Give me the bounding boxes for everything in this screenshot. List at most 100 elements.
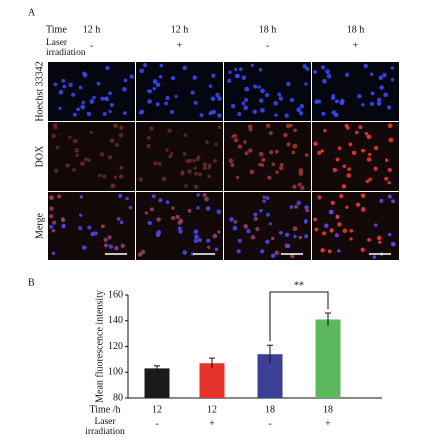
cell: [232, 225, 238, 231]
micrograph-bg: [312, 62, 399, 121]
cell: [378, 75, 384, 81]
cell: [125, 196, 129, 201]
cell: [291, 150, 296, 155]
cell: [120, 243, 125, 248]
cell: [271, 162, 276, 166]
cell: [61, 78, 66, 83]
chart-laser-label: Laser irradiation: [85, 417, 125, 437]
cell: [89, 131, 93, 135]
cell: [253, 212, 258, 217]
cell: [149, 126, 154, 131]
cell: [102, 174, 107, 179]
laser-value: -: [90, 40, 93, 51]
y-tick-label: 140: [108, 315, 123, 326]
cell: [76, 107, 81, 112]
row-label: DOX: [34, 145, 45, 167]
cell: [217, 113, 222, 118]
cell: [248, 148, 253, 153]
cell: [215, 92, 220, 98]
cell: [329, 228, 334, 233]
cell: [168, 154, 172, 159]
cell: [261, 157, 266, 162]
cell: [78, 226, 83, 231]
cell: [351, 150, 357, 156]
cell: [165, 148, 169, 152]
cell: [296, 107, 302, 113]
cell: [122, 111, 127, 116]
cell: [205, 140, 209, 145]
cell: [247, 124, 253, 130]
cell: [233, 134, 238, 138]
cell: [238, 67, 243, 71]
cell: [58, 106, 62, 111]
cell: [293, 128, 297, 133]
cell: [379, 198, 384, 203]
row-label: Merge: [34, 212, 45, 238]
cell: [363, 63, 369, 69]
cell: [322, 78, 327, 84]
micrograph: [48, 122, 135, 191]
cell: [196, 193, 200, 197]
micrograph: [312, 122, 399, 191]
bar: [315, 319, 341, 398]
cell: [244, 86, 250, 92]
cell: [344, 72, 350, 78]
cell: [217, 230, 221, 234]
cell: [81, 100, 85, 105]
cell: [228, 70, 232, 74]
x-tick-label: 12: [152, 404, 162, 415]
cell: [118, 174, 124, 179]
cell: [298, 168, 304, 173]
micrograph-bg: [48, 192, 135, 260]
cell: [317, 150, 322, 155]
cell: [277, 92, 282, 97]
cell: [153, 161, 158, 166]
cell: [193, 229, 199, 234]
cell: [206, 238, 211, 243]
cell: [90, 231, 96, 237]
cell: [72, 168, 76, 172]
cell: [192, 75, 197, 80]
cell: [184, 184, 188, 188]
bar: [144, 368, 170, 398]
cell: [193, 166, 197, 170]
laser-value: -: [155, 418, 158, 429]
cell: [320, 248, 325, 253]
cell: [113, 123, 118, 129]
cell: [161, 176, 167, 182]
time-value: 12 h: [171, 24, 189, 35]
cell: [151, 194, 156, 199]
cell: [198, 172, 203, 177]
cell: [149, 207, 154, 212]
time-value: 18 h: [347, 24, 365, 35]
cell: [278, 230, 283, 235]
cell: [155, 102, 160, 107]
cell: [167, 128, 172, 133]
cell: [345, 125, 350, 130]
cell: [260, 88, 265, 94]
cell: [376, 101, 382, 106]
cell: [169, 109, 174, 115]
cell: [146, 135, 151, 140]
cell: [313, 217, 317, 222]
cell: [289, 98, 294, 103]
cell: [105, 65, 110, 71]
cell: [292, 143, 298, 149]
micrograph-bg: [224, 192, 311, 260]
cell: [249, 169, 255, 175]
row-label: Hoechst 33342: [34, 61, 45, 121]
cell: [258, 68, 263, 72]
cell: [158, 198, 163, 203]
cell: [283, 132, 288, 138]
cell: [108, 91, 112, 96]
time-label: Time: [46, 24, 67, 35]
cell: [264, 92, 270, 98]
time-value: 12 h: [83, 24, 101, 35]
cell: [274, 250, 280, 256]
cell: [387, 232, 392, 237]
cell: [234, 74, 239, 79]
cell: [202, 162, 208, 167]
cell: [89, 99, 95, 104]
micrograph: [136, 122, 223, 191]
cell: [378, 240, 382, 244]
